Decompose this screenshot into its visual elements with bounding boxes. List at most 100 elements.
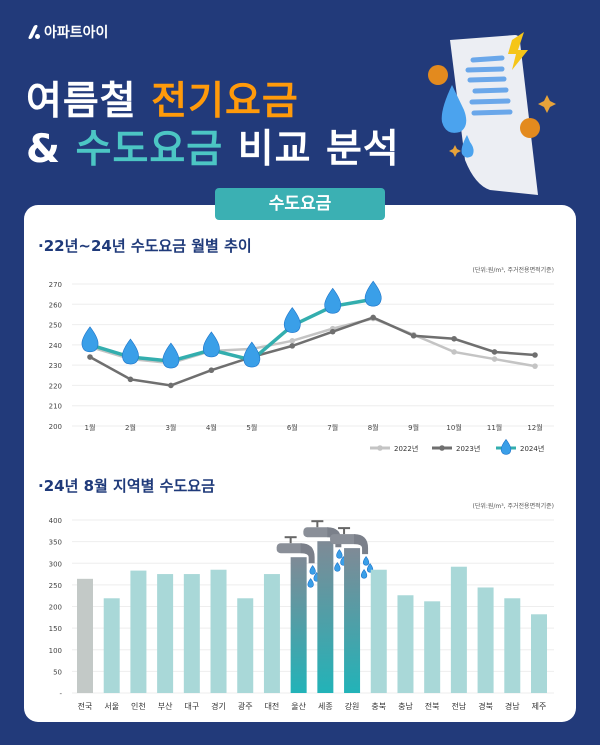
y-tick-label: 260 (49, 301, 62, 309)
series-line-2023년 (89, 316, 536, 387)
x-tick-label: 2월 (125, 423, 136, 432)
x-tick-label: 9월 (408, 423, 419, 432)
x-tick-label: 6월 (287, 423, 298, 432)
brand-name: 아파트아이 (44, 25, 109, 41)
data-point (127, 376, 134, 383)
y-tick-label: 400 (49, 517, 62, 525)
faucet-spout (354, 534, 369, 555)
bar-충남 (397, 595, 414, 693)
data-point (168, 382, 174, 389)
lightning-icon (508, 32, 528, 70)
x-tick-label: 12월 (527, 423, 542, 432)
y-tick-label: 200 (49, 604, 62, 612)
y-tick-label: 300 (49, 560, 62, 568)
water-drop-icon (162, 342, 180, 369)
bar-울산 (290, 557, 307, 693)
bar-제주 (531, 614, 547, 693)
bar-서울 (103, 598, 120, 693)
x-tick-label: 11월 (487, 423, 502, 432)
x-tick-label: 경기 (211, 701, 226, 711)
line-chart-unit-note: (단위:원/m³, 주거전용면적기준) (472, 266, 554, 274)
y-tick-label: 240 (49, 342, 62, 350)
faucet-spout (300, 543, 315, 564)
bar-전남 (450, 566, 467, 693)
y-tick-label: 250 (49, 582, 62, 590)
x-tick-label: 울산 (291, 701, 306, 711)
x-tick-label: 5월 (246, 423, 257, 432)
y-tick-label: 200 (49, 423, 62, 431)
water-drop-icon (336, 549, 343, 559)
sparkle-icon (449, 145, 461, 157)
brand-logo: 아파트아이 (26, 22, 108, 42)
title-amp: & (26, 127, 62, 172)
x-tick-label: 3월 (165, 423, 176, 432)
logo-mark-icon (26, 25, 40, 39)
legend-label: 2022년 (394, 444, 418, 453)
bar-강원 (344, 548, 361, 693)
bar-전북 (424, 601, 441, 693)
y-tick-label: 230 (49, 362, 62, 370)
water-drop-icon (461, 135, 474, 158)
water-drop-icon (324, 287, 342, 314)
title-summer: 여름철 (26, 79, 137, 124)
y-tick-label: 350 (49, 539, 62, 547)
y-tick-label: 220 (49, 382, 62, 390)
faucet-icon (330, 527, 369, 555)
x-tick-label: 7월 (327, 423, 338, 432)
bar-chart-title: ·24년 8월 지역별 수도요금 (38, 477, 215, 495)
x-tick-label: 충남 (398, 702, 413, 711)
y-tick-label: - (59, 690, 62, 698)
water-drop-icon (243, 341, 261, 368)
bill-illustration (428, 32, 556, 195)
bar-충북 (370, 569, 387, 693)
x-tick-label: 경북 (478, 701, 493, 711)
water-drop-icon (500, 438, 512, 455)
x-tick-label: 대구 (184, 702, 199, 711)
data-point (451, 349, 457, 355)
faucet-body (303, 527, 332, 538)
x-tick-label: 제주 (532, 702, 547, 711)
y-tick-label: 150 (49, 625, 62, 633)
x-tick-label: 강원 (345, 701, 360, 711)
x-tick-label: 4월 (206, 423, 217, 432)
title-electricity: 전기요금 (151, 79, 299, 124)
x-tick-label: 서울 (104, 702, 119, 711)
water-drop-icon (364, 280, 382, 307)
faucet-icon (276, 536, 315, 564)
x-tick-label: 전남 (452, 701, 467, 711)
sparkle-icon (538, 95, 556, 113)
title-analysis: 비교 분석 (237, 127, 400, 172)
y-tick-label: 100 (49, 647, 62, 655)
x-tick-label: 충북 (371, 702, 386, 711)
legend-label: 2023년 (456, 444, 480, 453)
title-water: 수도요금 (75, 127, 224, 172)
water-drop-icon (122, 338, 139, 365)
bar-경기 (210, 569, 227, 693)
legend-label: 2024년 (520, 444, 544, 453)
x-tick-label: 전국 (78, 701, 93, 711)
data-point (289, 343, 296, 349)
data-point (289, 338, 296, 344)
data-point (491, 356, 498, 362)
water-drop-icon (362, 556, 370, 566)
faucet-body (276, 543, 305, 554)
y-tick-label: 210 (49, 403, 62, 411)
data-point (87, 354, 93, 360)
tab-water-fee[interactable]: 수도요금 (215, 188, 385, 220)
water-drop-icon (283, 307, 301, 333)
x-tick-label: 부산 (158, 701, 173, 711)
coin-icon (428, 65, 448, 85)
data-point (208, 367, 215, 374)
bar-경남 (504, 598, 521, 693)
y-tick-label: 250 (49, 322, 62, 330)
bar-광주 (237, 598, 254, 693)
faucet-body (330, 534, 359, 545)
x-tick-label: 전북 (425, 701, 440, 711)
data-point (329, 328, 336, 335)
x-tick-label: 대전 (265, 701, 280, 711)
legend-marker (377, 445, 383, 451)
data-point (491, 349, 498, 355)
x-tick-label: 8월 (368, 423, 379, 432)
x-tick-label: 10월 (446, 423, 461, 432)
